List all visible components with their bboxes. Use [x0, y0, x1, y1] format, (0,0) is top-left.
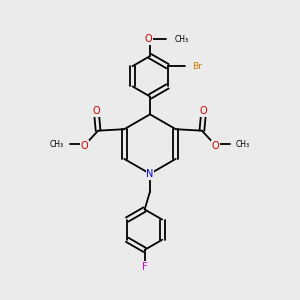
Text: O: O — [212, 140, 219, 151]
Text: CH₃: CH₃ — [236, 140, 250, 148]
Text: F: F — [142, 262, 148, 272]
Text: O: O — [93, 106, 101, 116]
Text: N: N — [146, 169, 154, 179]
Text: O: O — [145, 34, 152, 44]
Text: CH₃: CH₃ — [50, 140, 64, 148]
Text: O: O — [200, 106, 207, 116]
Text: Br: Br — [192, 62, 202, 71]
Text: CH₃: CH₃ — [175, 34, 189, 43]
Text: O: O — [81, 140, 88, 151]
